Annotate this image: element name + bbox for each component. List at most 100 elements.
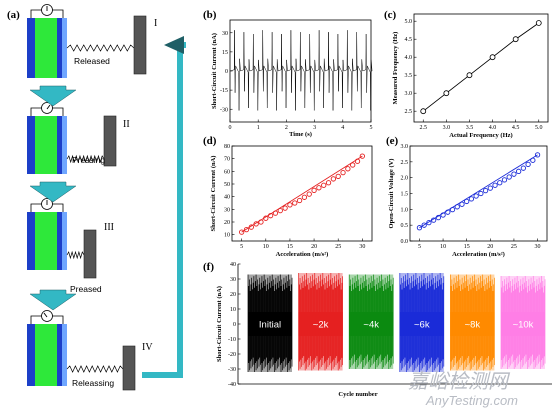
panel-label-c: (c) [384, 9, 397, 21]
x-tick-label: 25 [511, 244, 517, 250]
y-tick-label: 3.0 [401, 144, 409, 150]
x-axis-label: Actual Frequency (Hz) [449, 132, 512, 139]
data-point [306, 191, 312, 197]
data-point [282, 205, 288, 211]
data-point [258, 219, 264, 225]
panel-c-frequency: (c) 2.5 3.0 3.5 4.0 4.5 5.0 2.5 3.0 3.5 4.0 4.5 5.0 A… [384, 9, 549, 139]
state-label: Preased [70, 284, 102, 294]
y-tick-label: 0.5 [401, 223, 409, 229]
data-point [248, 224, 254, 230]
ammeter-needle [46, 104, 51, 110]
data-point [239, 229, 245, 235]
x-tick-label: 5 [240, 244, 243, 250]
burst-core [450, 312, 495, 336]
x-tick-label: 20 [311, 244, 317, 250]
y-tick-label: 30 [230, 277, 236, 283]
y-tick-label: 4.0 [405, 55, 413, 61]
state-label: Released [74, 56, 110, 66]
watermark-en: AnyTesting.com [425, 393, 518, 408]
y-tick-label: 60 [224, 169, 230, 175]
data-point [277, 207, 283, 214]
x-axis-label: Time (s) [289, 131, 312, 138]
data-point [292, 200, 298, 206]
data-point [487, 185, 493, 191]
series-label: ~8k [465, 320, 481, 331]
panel-label-e: (e) [386, 135, 399, 147]
data-point [473, 193, 479, 199]
data-point [506, 174, 512, 180]
y-tick-label: 20 [224, 220, 230, 226]
data-point [459, 201, 465, 207]
y-tick-label: -30 [228, 367, 236, 373]
spring [66, 44, 135, 52]
y-tick-label: 80 [224, 144, 230, 150]
data-point [325, 180, 332, 186]
y-axis-label: Short-Circuit Current (nA) [211, 33, 218, 109]
data-point [492, 182, 498, 188]
data-point [272, 210, 279, 216]
mass-block [83, 229, 97, 279]
state-label: Releassing [72, 378, 114, 388]
electrode-left [27, 324, 35, 386]
y-tick-label: 0 [225, 69, 228, 75]
x-tick-label: 15 [464, 244, 470, 250]
data-point [443, 90, 450, 97]
plot-frame [413, 13, 549, 123]
x-axis-label: Acceleration (m/s²) [452, 251, 505, 258]
y-tick-label: 30 [224, 207, 230, 213]
data-point [263, 215, 269, 221]
return-arrow-head-icon [164, 36, 184, 54]
burst-core [501, 312, 545, 336]
panel-label-f: (f) [203, 261, 214, 273]
y-axis-label: Open-Circuit Voltage (V) [388, 159, 395, 229]
x-tick-label: 0 [229, 125, 232, 131]
x-tick-label: 2.5 [419, 125, 427, 131]
y-tick-label: 3.0 [405, 91, 413, 97]
data-point [512, 36, 519, 43]
panel-d-current-vs-acceleration: (d) 5 10 15 20 25 30 10 20 30 40 50 60 70 80 Accelerati… [203, 135, 373, 258]
y-tick-label: -40 [228, 382, 236, 388]
y-tick-label: 1.5 [401, 192, 409, 198]
data-point [359, 153, 365, 159]
return-arrow-path [142, 42, 186, 378]
series-label: ~4k [363, 320, 379, 331]
electrode-left [27, 116, 35, 174]
fit-line [241, 155, 363, 233]
x-tick-label: 5 [370, 125, 373, 131]
series-label: ~10k [513, 320, 534, 331]
data-point [430, 217, 437, 223]
film-layer [62, 212, 67, 270]
mass-block [103, 115, 117, 167]
y-tick-label: 10 [224, 233, 230, 239]
panel-b-current-vs-time: (b) 0 1 2 3 4 5 -30 -15 0 15 30 Time (s) Short-Circui… [203, 9, 373, 138]
plot-frame [231, 145, 373, 242]
electrode-left [27, 18, 35, 78]
data-point [416, 225, 423, 231]
y-tick-label: 50 [224, 182, 230, 188]
data-point [449, 206, 456, 213]
burst-core [399, 312, 444, 336]
data-point [520, 165, 527, 171]
watermark: 嘉峪检测网 AnyTesting.com [408, 371, 518, 408]
down-arrow-icon [29, 85, 77, 107]
data-point [420, 108, 427, 115]
x-tick-label: 4 [341, 125, 344, 131]
data-point [253, 221, 259, 227]
x-axis-label: Cycle number [338, 391, 377, 398]
y-tick-label: 0.0 [401, 239, 409, 245]
x-tick-label: 4.5 [512, 125, 520, 131]
series-label: ~6k [414, 320, 430, 331]
y-tick-label: -10 [228, 337, 236, 343]
data-point [525, 161, 531, 168]
y-tick-label: 20 [230, 292, 236, 298]
film-layer [62, 324, 67, 386]
mass-block [122, 345, 136, 391]
x-tick-label: 20 [487, 244, 493, 250]
y-tick-label: 2.5 [405, 109, 413, 115]
mass-block [133, 15, 147, 75]
x-tick-label: 2 [285, 125, 288, 131]
y-tick-label: 10 [230, 307, 236, 313]
series-line [422, 22, 540, 112]
y-axis-label: Short-Circuit Current (nA) [210, 156, 217, 232]
spring [66, 154, 105, 164]
